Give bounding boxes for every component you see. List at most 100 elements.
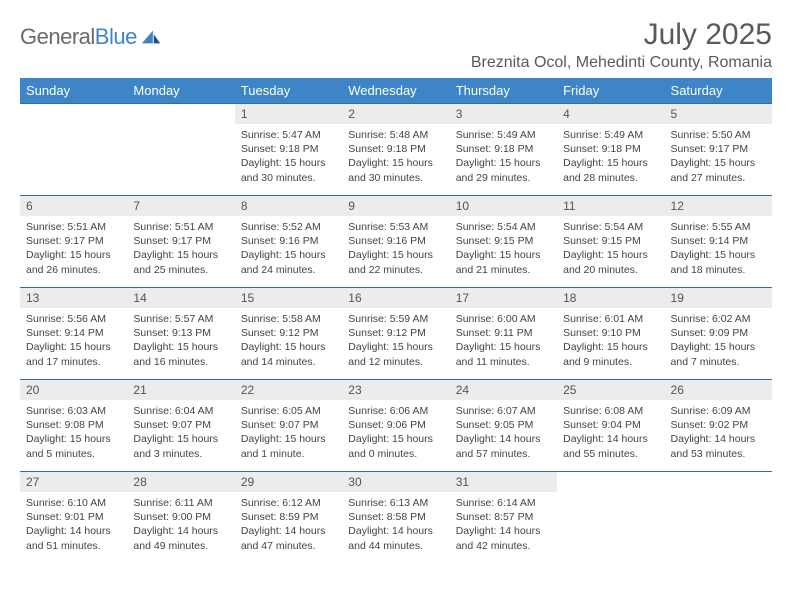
day-content: Sunrise: 6:02 AMSunset: 9:09 PMDaylight:… — [665, 308, 772, 371]
calendar-cell: 7Sunrise: 5:51 AMSunset: 9:17 PMDaylight… — [127, 196, 234, 288]
sunset-line: Sunset: 9:18 PM — [563, 142, 658, 156]
calendar-cell — [20, 104, 127, 196]
calendar-cell — [557, 472, 664, 564]
day-content: Sunrise: 6:08 AMSunset: 9:04 PMDaylight:… — [557, 400, 664, 463]
title-block: July 2025 Breznita Ocol, Mehedinti Count… — [471, 18, 772, 72]
calendar-cell: 19Sunrise: 6:02 AMSunset: 9:09 PMDayligh… — [665, 288, 772, 380]
sunset-line: Sunset: 9:13 PM — [133, 326, 228, 340]
sunrise-line: Sunrise: 6:04 AM — [133, 404, 228, 418]
sunset-line: Sunset: 9:04 PM — [563, 418, 658, 432]
calendar-cell: 24Sunrise: 6:07 AMSunset: 9:05 PMDayligh… — [450, 380, 557, 472]
calendar-cell: 31Sunrise: 6:14 AMSunset: 8:57 PMDayligh… — [450, 472, 557, 564]
daylight-line: Daylight: 15 hours and 27 minutes. — [671, 156, 766, 184]
sunrise-line: Sunrise: 6:08 AM — [563, 404, 658, 418]
day-header: Thursday — [450, 78, 557, 104]
logo-text-general: General — [20, 24, 95, 49]
sunset-line: Sunset: 9:18 PM — [348, 142, 443, 156]
day-number: 10 — [450, 196, 557, 216]
day-header: Monday — [127, 78, 234, 104]
daylight-line: Daylight: 14 hours and 55 minutes. — [563, 432, 658, 460]
sunset-line: Sunset: 9:08 PM — [26, 418, 121, 432]
calendar-cell — [665, 472, 772, 564]
daylight-line: Daylight: 14 hours and 49 minutes. — [133, 524, 228, 552]
day-header: Saturday — [665, 78, 772, 104]
daylight-line: Daylight: 15 hours and 20 minutes. — [563, 248, 658, 276]
day-number: 17 — [450, 288, 557, 308]
calendar-cell: 2Sunrise: 5:48 AMSunset: 9:18 PMDaylight… — [342, 104, 449, 196]
daylight-line: Daylight: 15 hours and 30 minutes. — [348, 156, 443, 184]
day-content: Sunrise: 5:52 AMSunset: 9:16 PMDaylight:… — [235, 216, 342, 279]
calendar-cell: 23Sunrise: 6:06 AMSunset: 9:06 PMDayligh… — [342, 380, 449, 472]
calendar-cell: 10Sunrise: 5:54 AMSunset: 9:15 PMDayligh… — [450, 196, 557, 288]
day-number: 29 — [235, 472, 342, 492]
daylight-line: Daylight: 14 hours and 57 minutes. — [456, 432, 551, 460]
sunset-line: Sunset: 9:17 PM — [26, 234, 121, 248]
day-number: 23 — [342, 380, 449, 400]
daylight-line: Daylight: 15 hours and 18 minutes. — [671, 248, 766, 276]
sunset-line: Sunset: 9:00 PM — [133, 510, 228, 524]
day-number: 8 — [235, 196, 342, 216]
calendar-cell: 9Sunrise: 5:53 AMSunset: 9:16 PMDaylight… — [342, 196, 449, 288]
day-content: Sunrise: 5:59 AMSunset: 9:12 PMDaylight:… — [342, 308, 449, 371]
day-header: Wednesday — [342, 78, 449, 104]
day-content: Sunrise: 6:00 AMSunset: 9:11 PMDaylight:… — [450, 308, 557, 371]
sunrise-line: Sunrise: 6:07 AM — [456, 404, 551, 418]
sunset-line: Sunset: 9:01 PM — [26, 510, 121, 524]
daylight-line: Daylight: 15 hours and 9 minutes. — [563, 340, 658, 368]
day-content: Sunrise: 5:49 AMSunset: 9:18 PMDaylight:… — [557, 124, 664, 187]
day-number: 22 — [235, 380, 342, 400]
day-number: 4 — [557, 104, 664, 124]
day-header: Friday — [557, 78, 664, 104]
header: GeneralBlue July 2025 Breznita Ocol, Meh… — [20, 18, 772, 72]
day-number: 31 — [450, 472, 557, 492]
sunset-line: Sunset: 9:16 PM — [348, 234, 443, 248]
day-number: 25 — [557, 380, 664, 400]
sunset-line: Sunset: 9:16 PM — [241, 234, 336, 248]
sunset-line: Sunset: 9:12 PM — [348, 326, 443, 340]
daylight-line: Daylight: 15 hours and 1 minute. — [241, 432, 336, 460]
day-number: 6 — [20, 196, 127, 216]
sunrise-line: Sunrise: 5:59 AM — [348, 312, 443, 326]
sunrise-line: Sunrise: 6:05 AM — [241, 404, 336, 418]
day-number: 28 — [127, 472, 234, 492]
calendar-cell: 26Sunrise: 6:09 AMSunset: 9:02 PMDayligh… — [665, 380, 772, 472]
calendar-week-row: 1Sunrise: 5:47 AMSunset: 9:18 PMDaylight… — [20, 104, 772, 196]
sunrise-line: Sunrise: 6:12 AM — [241, 496, 336, 510]
day-number: 11 — [557, 196, 664, 216]
daylight-line: Daylight: 15 hours and 29 minutes. — [456, 156, 551, 184]
day-content: Sunrise: 6:06 AMSunset: 9:06 PMDaylight:… — [342, 400, 449, 463]
daylight-line: Daylight: 15 hours and 0 minutes. — [348, 432, 443, 460]
sunrise-line: Sunrise: 6:01 AM — [563, 312, 658, 326]
calendar-cell: 30Sunrise: 6:13 AMSunset: 8:58 PMDayligh… — [342, 472, 449, 564]
day-content: Sunrise: 5:47 AMSunset: 9:18 PMDaylight:… — [235, 124, 342, 187]
sunset-line: Sunset: 9:02 PM — [671, 418, 766, 432]
daylight-line: Daylight: 15 hours and 30 minutes. — [241, 156, 336, 184]
sunrise-line: Sunrise: 6:00 AM — [456, 312, 551, 326]
sunrise-line: Sunrise: 6:06 AM — [348, 404, 443, 418]
daylight-line: Daylight: 15 hours and 28 minutes. — [563, 156, 658, 184]
calendar-cell: 21Sunrise: 6:04 AMSunset: 9:07 PMDayligh… — [127, 380, 234, 472]
sunset-line: Sunset: 8:57 PM — [456, 510, 551, 524]
day-content: Sunrise: 6:04 AMSunset: 9:07 PMDaylight:… — [127, 400, 234, 463]
daylight-line: Daylight: 15 hours and 11 minutes. — [456, 340, 551, 368]
calendar-cell: 6Sunrise: 5:51 AMSunset: 9:17 PMDaylight… — [20, 196, 127, 288]
sunset-line: Sunset: 9:15 PM — [563, 234, 658, 248]
day-header: Tuesday — [235, 78, 342, 104]
calendar-week-row: 27Sunrise: 6:10 AMSunset: 9:01 PMDayligh… — [20, 472, 772, 564]
calendar-cell: 13Sunrise: 5:56 AMSunset: 9:14 PMDayligh… — [20, 288, 127, 380]
calendar-cell: 3Sunrise: 5:49 AMSunset: 9:18 PMDaylight… — [450, 104, 557, 196]
sunrise-line: Sunrise: 6:03 AM — [26, 404, 121, 418]
daylight-line: Daylight: 14 hours and 47 minutes. — [241, 524, 336, 552]
day-content: Sunrise: 5:54 AMSunset: 9:15 PMDaylight:… — [450, 216, 557, 279]
day-content: Sunrise: 5:57 AMSunset: 9:13 PMDaylight:… — [127, 308, 234, 371]
daylight-line: Daylight: 15 hours and 26 minutes. — [26, 248, 121, 276]
day-content: Sunrise: 5:51 AMSunset: 9:17 PMDaylight:… — [20, 216, 127, 279]
sunrise-line: Sunrise: 5:52 AM — [241, 220, 336, 234]
calendar-week-row: 6Sunrise: 5:51 AMSunset: 9:17 PMDaylight… — [20, 196, 772, 288]
day-content: Sunrise: 5:48 AMSunset: 9:18 PMDaylight:… — [342, 124, 449, 187]
sunrise-line: Sunrise: 5:53 AM — [348, 220, 443, 234]
calendar-cell: 14Sunrise: 5:57 AMSunset: 9:13 PMDayligh… — [127, 288, 234, 380]
day-header: Sunday — [20, 78, 127, 104]
sunset-line: Sunset: 8:58 PM — [348, 510, 443, 524]
daylight-line: Daylight: 15 hours and 12 minutes. — [348, 340, 443, 368]
